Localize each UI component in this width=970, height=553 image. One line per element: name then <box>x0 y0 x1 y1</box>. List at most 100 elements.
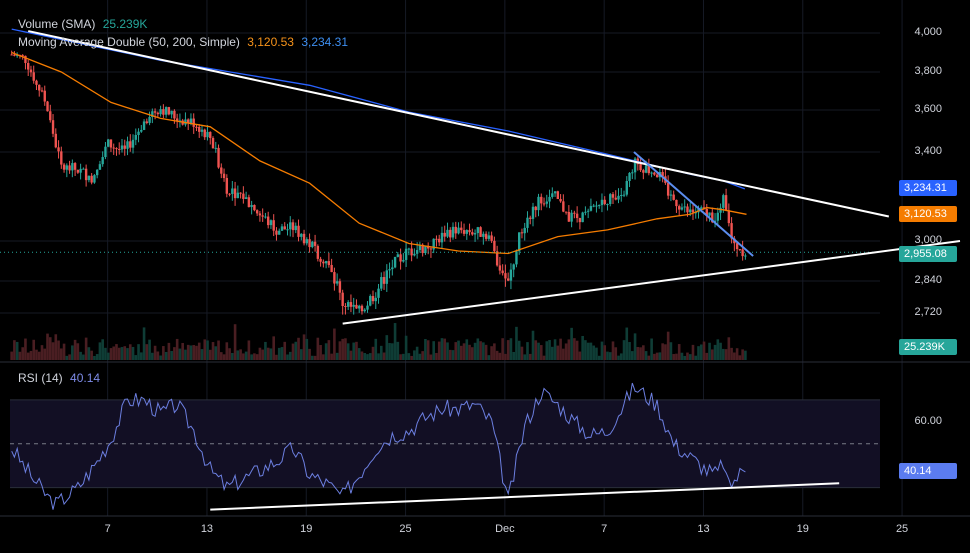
candle-body <box>93 175 96 183</box>
volume-bar <box>650 338 653 360</box>
candle-body <box>217 147 220 168</box>
volume-bar <box>95 354 99 360</box>
volume-bar <box>140 352 143 360</box>
candle-body <box>106 139 110 147</box>
candle-body <box>534 206 537 211</box>
volume-bar <box>71 345 74 360</box>
volume-bar <box>575 340 579 360</box>
volume-bar <box>236 350 240 360</box>
candle-body <box>355 304 358 309</box>
volume-bar <box>584 340 587 360</box>
volume-bar <box>283 341 287 360</box>
candle-body <box>540 196 543 204</box>
candle-body <box>741 249 744 257</box>
candle-body <box>338 281 342 293</box>
volume-bar <box>608 352 612 360</box>
candle-body <box>222 173 226 179</box>
trendlines[interactable] <box>27 30 961 325</box>
volume-bar <box>744 350 747 360</box>
candle-body <box>60 151 63 165</box>
volume-bar <box>57 340 60 360</box>
candle-body <box>592 205 595 207</box>
volume-bar <box>272 336 276 360</box>
candle-body <box>95 169 99 176</box>
volume-bar <box>722 348 725 360</box>
candle-body <box>15 55 19 57</box>
volume-bar <box>537 342 540 360</box>
volume-bar <box>506 340 510 360</box>
candle-body <box>727 210 731 224</box>
candle-body <box>195 126 198 128</box>
candle-body <box>228 193 231 195</box>
volume-bar <box>134 355 138 360</box>
volume-bar <box>137 344 140 360</box>
date-tick-label: Dec <box>495 523 515 535</box>
candle-body <box>548 196 551 202</box>
candle-body <box>520 232 524 234</box>
volume-bar <box>222 354 226 360</box>
volume-bar <box>219 352 223 360</box>
volume-bar <box>727 337 731 360</box>
volume-bar <box>43 348 47 360</box>
volume-bar <box>123 346 127 360</box>
candle-body <box>523 227 526 234</box>
volume-bar <box>311 355 314 360</box>
candle-body <box>109 139 113 148</box>
candle-body <box>35 80 38 85</box>
volume-bar <box>669 342 673 360</box>
ma-legend[interactable]: Moving Average Double (50, 200, Simple) … <box>18 35 352 49</box>
candle-body <box>476 227 480 234</box>
candles <box>10 50 747 315</box>
volume-bar <box>639 347 642 360</box>
date-tick-label: 25 <box>895 523 909 535</box>
volume-bar <box>578 351 582 360</box>
volume-bar <box>214 346 218 360</box>
volume-bar <box>702 341 706 360</box>
candle-body <box>744 255 747 257</box>
candle-body <box>51 120 55 134</box>
volume-bar <box>479 341 482 360</box>
ma-slow-legend-value: 3,234.31 <box>301 35 349 49</box>
volume-bar <box>98 342 102 360</box>
volume-bar <box>366 354 369 360</box>
volume-bar <box>393 323 397 360</box>
volume-bar <box>614 347 618 360</box>
candle-body <box>10 54 13 56</box>
candle-body <box>460 227 463 231</box>
volume-bar <box>697 346 700 360</box>
volume-bar <box>21 347 24 360</box>
candle-body <box>79 168 82 173</box>
volume-bar <box>407 353 411 360</box>
candle-body <box>454 226 457 234</box>
volume-bar <box>192 345 196 360</box>
candle-body <box>255 210 259 214</box>
candle-body <box>644 165 648 173</box>
volume-bar <box>297 337 300 360</box>
candle-body <box>186 119 190 124</box>
candle-body <box>349 302 353 307</box>
volume-bar <box>112 346 116 360</box>
candle-body <box>129 141 132 148</box>
candle-body <box>465 230 468 234</box>
volume-bar <box>35 349 38 360</box>
candle-body <box>54 133 57 148</box>
volume-bar <box>79 351 82 360</box>
candle-body <box>29 69 33 73</box>
rsi-legend[interactable]: RSI (14) 40.14 <box>18 371 104 385</box>
volume-bar <box>261 349 264 360</box>
volume-legend[interactable]: Volume (SMA) 25.239K <box>18 17 151 31</box>
candle-body <box>333 272 336 284</box>
candle-body <box>677 206 681 210</box>
volume-bar <box>15 341 19 360</box>
volume-bar <box>360 351 364 360</box>
date-tick-label: 7 <box>601 523 608 535</box>
volume-bar <box>666 331 670 360</box>
volume-bar <box>597 355 601 360</box>
candle-body <box>551 193 554 197</box>
volume-bar <box>451 350 455 360</box>
volume-bar <box>476 338 480 360</box>
candle-body <box>57 147 60 152</box>
volume-bar <box>277 347 281 360</box>
candle-body <box>151 111 154 117</box>
